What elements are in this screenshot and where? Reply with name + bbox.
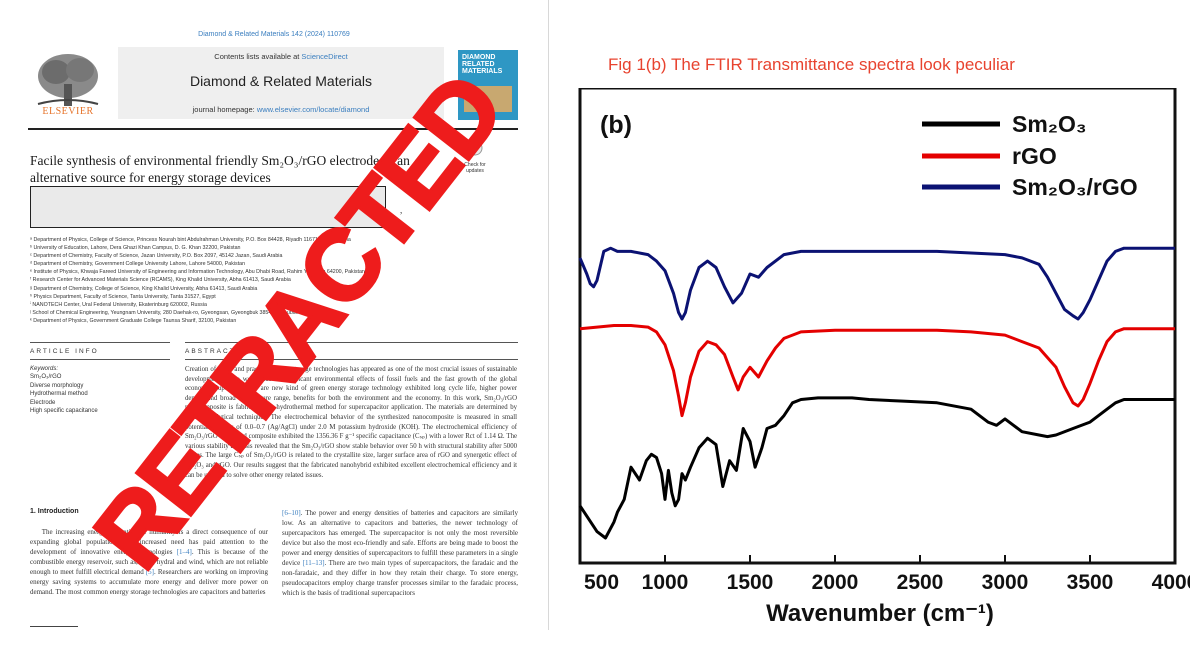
cover-image — [464, 86, 512, 112]
keywords-list: Keywords: Sm₂O₃/rGO Diverse morphology H… — [30, 365, 170, 415]
journal-header: Contents lists available at ScienceDirec… — [118, 47, 444, 119]
legend-label: Sm₂O₃ — [1012, 111, 1087, 137]
x-axis-label: Wavenumber (cm⁻¹) — [766, 600, 994, 627]
journal-cover[interactable]: DIAMOND RELATED MATERIALS — [458, 50, 518, 120]
x-tick-label: 3500 — [1067, 571, 1114, 594]
article-info-rule — [30, 342, 170, 343]
journal-citation[interactable]: Diamond & Related Materials 142 (2024) 1… — [198, 31, 350, 38]
sciencedirect-link[interactable]: ScienceDirect — [301, 52, 348, 61]
article-title: Facile synthesis of environmental friend… — [30, 152, 440, 186]
series-line-2 — [578, 246, 1175, 321]
series-line-0 — [578, 396, 1175, 540]
affiliation-line: ᵇ University of Education, Lahore, Dera … — [30, 245, 241, 252]
affiliation-line: ᶜ Department of Chemistry, Faculty of Sc… — [30, 253, 283, 260]
article-info-label: ARTICLE INFO — [30, 348, 99, 355]
affiliation-line: ᶠ Research Center for Advanced Materials… — [30, 277, 291, 284]
x-tick-label: 3000 — [982, 571, 1029, 594]
affiliations: ᵃ Department of Physics, College of Scie… — [30, 236, 470, 325]
check-for-updates-badge[interactable]: Check for updates — [458, 140, 492, 174]
footnote-rule — [30, 626, 78, 627]
intro-text: . This is because of the combustible ene… — [30, 548, 268, 576]
cover-title-line: RELATED — [462, 61, 495, 68]
x-axis-ticks: 500 1000 1500 2000 2500 3000 3500 4000 — [579, 555, 1190, 594]
keyword-item: Diverse morphology — [30, 382, 84, 389]
keywords-heading: Keywords: — [30, 366, 59, 372]
x-tick-label: 1000 — [642, 571, 689, 594]
affiliation-line: ʲ School of Chemical Engineering, Yeungn… — [30, 309, 320, 316]
keywords-rule — [30, 359, 170, 360]
article-page: Diamond & Related Materials 142 (2024) 1… — [0, 0, 548, 657]
abstract-rule — [185, 342, 518, 343]
homepage-line: journal homepage: www.elsevier.com/locat… — [118, 105, 444, 114]
affiliation-line: ⁱ NANOTECH Center, Ural Federal Universi… — [30, 301, 207, 308]
affiliation-line: ᵏ Department of Physics, Government Grad… — [30, 317, 237, 324]
citation-link[interactable]: [5] — [145, 568, 155, 576]
abstract-inner-rule — [185, 359, 518, 360]
cover-title: DIAMOND RELATED MATERIALS — [462, 54, 514, 75]
abstract-text: Creation of clean and practical energy s… — [185, 366, 517, 479]
authors-comma: , — [400, 205, 403, 215]
homepage-prefix: journal homepage: — [192, 105, 257, 114]
intro-text: . There are two main types of supercapac… — [282, 559, 518, 597]
check-updates-icon — [467, 140, 483, 156]
series-line-1 — [579, 324, 1175, 418]
affiliation-line: ᵉ Institute of Physics, Khwaja Fareed Un… — [30, 269, 365, 276]
intro-text: . Researchers are working on improving e… — [30, 568, 268, 596]
authors-redacted-box — [30, 186, 386, 228]
ftir-chart: (b) Sm₂O₃ rGO Sm₂O₃/rGO 500 1000 1500 2000 250… — [578, 88, 1190, 627]
keyword-item: Electrode — [30, 399, 56, 406]
article-title-line: Facile synthesis of environmental friend… — [30, 153, 410, 168]
introduction-column-left: The increasing energy utilization of hum… — [30, 527, 268, 617]
x-tick-label: 4000 — [1152, 571, 1190, 594]
figure-caption: Fig 1(b) The FTIR Transmittance spectra … — [608, 55, 1015, 74]
plot-frame — [578, 88, 1177, 565]
affiliation-line: ᵃ Department of Physics, College of Scie… — [30, 237, 351, 243]
elsevier-tree-logo — [28, 50, 108, 118]
citation-link[interactable]: [11–13] — [302, 559, 325, 567]
series-group — [578, 246, 1175, 540]
contents-prefix: Contents lists available at — [214, 52, 302, 61]
intro-text: The increasing energy utilization of hum… — [30, 528, 268, 556]
contents-line: Contents lists available at ScienceDirec… — [118, 52, 444, 61]
keyword-item: Sm₂O₃/rGO — [30, 374, 62, 381]
cover-title-line: MATERIALS — [462, 68, 503, 75]
x-tick-label: 1500 — [727, 571, 774, 594]
publisher-name: ELSEVIER — [42, 106, 94, 117]
abstract-label: ABSTRACT — [185, 348, 236, 355]
legend-label: rGO — [1012, 143, 1057, 169]
journal-name: Diamond & Related Materials — [189, 73, 373, 89]
homepage-link[interactable]: www.elsevier.com/locate/diamond — [256, 105, 370, 114]
legend-label: Sm₂O₃/rGO — [1012, 174, 1138, 200]
x-tick-label: 2500 — [897, 571, 944, 594]
citation-link[interactable]: [6–10] — [282, 509, 301, 517]
introduction-heading: 1. Introduction — [30, 508, 79, 515]
panel-divider — [548, 0, 549, 630]
citation-link[interactable]: [1–4] — [176, 548, 192, 556]
check-updates-label: Check for updates — [464, 162, 486, 174]
header-rule — [28, 128, 518, 130]
affiliation-line: ᵈ Department of Chemistry, Government Co… — [30, 261, 246, 268]
keyword-item: High specific capacitance — [30, 408, 98, 415]
keyword-item: Hydrothermal method — [30, 391, 88, 398]
affiliation-line: ᵍ Department of Chemistry, College of Sc… — [30, 285, 258, 292]
panel-label: (b) — [600, 111, 632, 139]
x-tick-label: 2000 — [812, 571, 859, 594]
cover-title-line: DIAMOND — [462, 54, 496, 61]
affiliation-line: ʰ Physics Department, Faculty of Science… — [30, 293, 216, 300]
x-tick-label: 500 — [584, 571, 619, 594]
legend: Sm₂O₃ rGO Sm₂O₃/rGO — [922, 111, 1138, 200]
article-title-line: alternative source for energy storage de… — [30, 170, 271, 185]
intro-text: . The power and energy densities of batt… — [282, 509, 518, 567]
introduction-column-right: [6–10]. The power and energy densities o… — [282, 508, 518, 644]
